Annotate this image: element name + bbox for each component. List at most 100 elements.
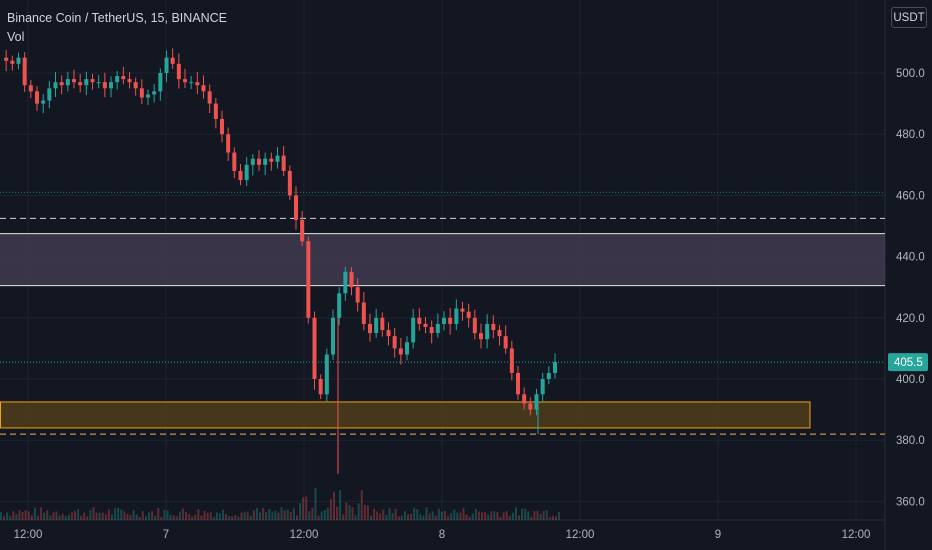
symbol-title[interactable]: Binance Coin / TetherUS, 15, BINANCE	[7, 11, 228, 25]
candle-body	[133, 82, 138, 89]
volume-bar	[151, 511, 154, 520]
chart-legend: Binance Coin / TetherUS, 15, BINANCE Vol	[7, 9, 227, 47]
volume-bar	[169, 514, 172, 520]
candle-body	[41, 100, 46, 104]
resistance-zone[interactable]	[0, 233, 885, 286]
candle-body	[300, 219, 305, 242]
volume-bar	[255, 507, 258, 520]
volume-bar	[120, 509, 123, 520]
volume-bar	[431, 511, 434, 520]
candle-body	[472, 317, 477, 334]
candle-body	[220, 118, 224, 135]
candle-body	[96, 82, 101, 84]
price-tick-label: 460.0	[896, 190, 925, 202]
volume-bar	[376, 511, 379, 520]
candle-body	[479, 333, 483, 340]
volume-bar	[30, 515, 33, 520]
volume-bar	[89, 510, 92, 520]
volume-bar	[132, 510, 135, 520]
candle-body	[423, 323, 428, 327]
volume-bar	[265, 512, 268, 520]
volume-bar	[477, 511, 480, 520]
volume-bar	[274, 510, 277, 520]
volume-bar	[536, 510, 539, 520]
last-price-label: 405.5	[894, 357, 923, 369]
volume-bar	[58, 515, 61, 520]
volume-bar	[447, 516, 450, 520]
candle-body	[78, 82, 83, 86]
candle-body	[53, 82, 58, 89]
candle-body	[368, 323, 372, 334]
volume-bar	[101, 512, 104, 520]
candle-body	[355, 287, 360, 303]
volume-bar	[0, 512, 2, 520]
time-tick-label: 12:00	[290, 529, 319, 541]
time-tick-label: 12:00	[14, 529, 43, 541]
volume-bar	[496, 512, 499, 520]
volume-bar	[555, 516, 557, 520]
volume-bar	[181, 508, 184, 520]
volume-bar	[154, 515, 157, 520]
volume-bar	[542, 511, 545, 520]
volume-bar	[40, 507, 43, 520]
volume-bar	[12, 511, 15, 520]
volume-bar	[231, 516, 234, 520]
volume-bar	[144, 516, 147, 520]
support-zone[interactable]	[0, 401, 810, 428]
candle-body	[435, 323, 440, 334]
candle-body	[509, 348, 514, 373]
volume-bar	[126, 513, 129, 520]
candle-body	[454, 308, 459, 324]
volume-indicator-label[interactable]: Vol	[7, 30, 25, 44]
volume-bar	[419, 514, 422, 520]
volume-bar	[474, 508, 477, 520]
candle-body	[201, 85, 206, 92]
volume-bar	[323, 510, 326, 520]
volume-bar	[148, 512, 150, 520]
volume-bar	[175, 516, 178, 520]
volume-bar	[502, 512, 505, 520]
price-tick-label: 360.0	[896, 496, 925, 508]
volume-bar	[296, 515, 298, 520]
volume-bar	[135, 514, 138, 520]
volume-bar	[206, 512, 209, 520]
volume-bar	[209, 512, 212, 520]
volume-bar	[302, 497, 305, 520]
candle-body	[349, 271, 354, 288]
volume-bar	[271, 511, 274, 520]
candle-body	[546, 372, 551, 379]
volume-bar	[218, 513, 221, 520]
volume-bar	[292, 508, 295, 520]
volume-bar	[299, 502, 302, 520]
volume-bar	[545, 510, 548, 520]
volume-bar	[558, 512, 561, 520]
volume-bar	[98, 512, 101, 520]
volume-bar	[320, 511, 323, 520]
candle-body	[485, 323, 490, 340]
volume-bar	[52, 512, 55, 520]
volume-bar	[252, 510, 255, 520]
volume-bar	[268, 509, 271, 520]
candle-body	[460, 308, 465, 312]
volume-bar	[262, 508, 265, 520]
volume-bar	[95, 512, 98, 520]
support-zone-border	[0, 401, 811, 429]
currency-button[interactable]: USDT	[891, 7, 927, 28]
volume-bar	[533, 510, 536, 520]
volume-bar	[24, 510, 27, 520]
volume-bar	[345, 502, 348, 520]
price-tick-label: 380.0	[896, 435, 925, 447]
volume-bar	[514, 507, 517, 520]
candle-body	[405, 342, 409, 355]
volume-bar	[499, 516, 502, 520]
volume-bar	[444, 510, 446, 520]
volume-bar	[74, 510, 76, 520]
volume-bar	[453, 509, 456, 520]
volume-bar	[465, 514, 468, 520]
candle-body	[189, 82, 194, 84]
price-tick-label: 480.0	[896, 129, 925, 141]
candle-body	[121, 76, 126, 80]
volume-bar	[379, 513, 382, 520]
